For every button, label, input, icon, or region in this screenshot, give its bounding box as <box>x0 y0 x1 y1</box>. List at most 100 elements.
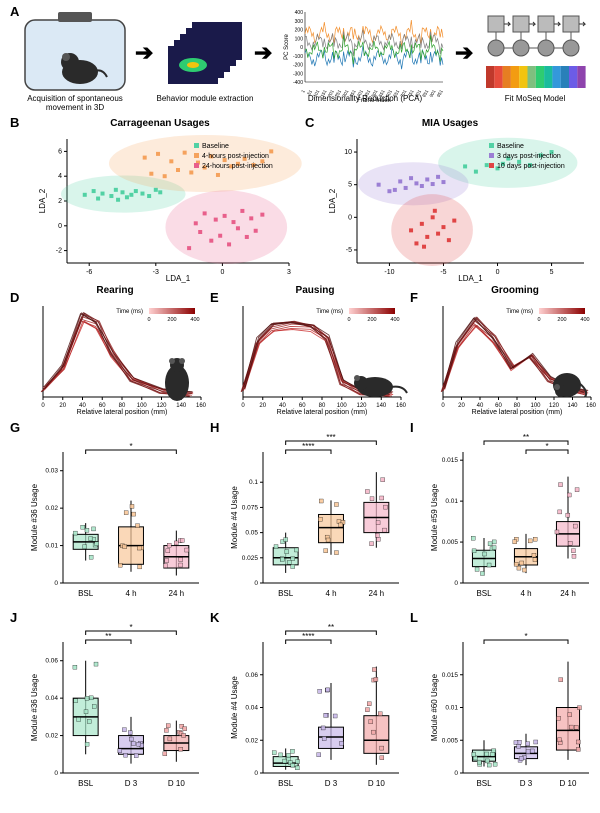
svg-text:20: 20 <box>59 403 66 409</box>
svg-text:-5: -5 <box>346 247 352 254</box>
svg-text:LDA_1: LDA_1 <box>166 274 191 283</box>
arrow-2: ➔ <box>254 40 272 66</box>
svg-text:0.04: 0.04 <box>245 705 258 712</box>
svg-text:0: 0 <box>454 580 458 587</box>
svg-text:0: 0 <box>441 403 445 409</box>
label-e: E <box>210 290 219 305</box>
svg-text:0.01: 0.01 <box>45 543 58 550</box>
panel-a-camera <box>20 12 130 94</box>
svg-text:0.06: 0.06 <box>245 672 258 679</box>
svg-text:LDA_1: LDA_1 <box>458 274 483 283</box>
svg-text:0.04: 0.04 <box>45 695 58 702</box>
svg-text:Baseline: Baseline <box>497 143 524 150</box>
svg-text:Baseline: Baseline <box>202 143 229 150</box>
svg-text:100: 100 <box>295 36 304 42</box>
title-f: Grooming <box>455 285 575 296</box>
svg-text:-3: -3 <box>153 269 159 276</box>
svg-text:Relative lateral position (mm): Relative lateral position (mm) <box>277 409 368 416</box>
svg-text:400: 400 <box>390 317 399 323</box>
svg-text:0.075: 0.075 <box>242 504 259 511</box>
svg-text:-200: -200 <box>293 63 303 69</box>
svg-text:D 3: D 3 <box>125 779 138 788</box>
svg-text:0.01: 0.01 <box>445 498 458 505</box>
svg-text:*: * <box>129 442 132 451</box>
svg-text:-6: -6 <box>86 269 92 276</box>
caption-pca: Dimensionality Reduction (PCA) <box>285 95 445 104</box>
svg-text:4-hours post-injection: 4-hours post-injection <box>202 153 269 160</box>
svg-text:PC Score: PC Score <box>284 34 290 60</box>
svg-text:4 h: 4 h <box>325 589 336 598</box>
svg-text:4: 4 <box>58 173 62 180</box>
svg-text:Module #36 Usage: Module #36 Usage <box>30 483 39 551</box>
svg-text:-2: -2 <box>56 248 62 255</box>
title-e: Pausing <box>255 285 375 296</box>
svg-text:****: **** <box>302 442 314 451</box>
svg-text:Module #4 Usage: Module #4 Usage <box>230 676 239 739</box>
arrow-1: ➔ <box>135 40 153 66</box>
panel-j: 00.020.040.06Module #36 UsageBSLD 3D 10*… <box>25 620 205 795</box>
svg-text:Relative lateral position (mm): Relative lateral position (mm) <box>77 409 168 416</box>
svg-text:0.1: 0.1 <box>249 479 258 486</box>
svg-text:6: 6 <box>58 148 62 155</box>
label-l: L <box>410 610 418 625</box>
svg-text:0: 0 <box>147 317 150 323</box>
svg-text:1: 1 <box>300 89 306 94</box>
label-c: C <box>305 115 314 130</box>
svg-text:D 10: D 10 <box>560 779 577 788</box>
panel-a-pca: -400-300-200-100010020030040015110115120… <box>280 8 450 96</box>
svg-text:20: 20 <box>259 403 266 409</box>
caption-acquisition: Acquisition of spontaneous movement in 3… <box>15 95 135 113</box>
svg-text:0.05: 0.05 <box>245 530 258 537</box>
svg-text:0: 0 <box>496 269 500 276</box>
svg-text:140: 140 <box>176 403 187 409</box>
svg-text:160: 160 <box>196 403 207 409</box>
label-d: D <box>10 290 19 305</box>
svg-text:3: 3 <box>287 269 291 276</box>
svg-text:3 days post-injection: 3 days post-injection <box>497 153 561 160</box>
svg-text:4 h: 4 h <box>520 589 531 598</box>
svg-text:**: ** <box>328 623 334 632</box>
panel-f: 020406080100120140160Relative lateral po… <box>425 300 595 415</box>
svg-text:D 10: D 10 <box>168 779 185 788</box>
panel-g: 00.010.020.03Module #36 UsageBSL4 h24 h* <box>25 430 205 605</box>
svg-text:24-hours post-injection: 24-hours post-injection <box>202 163 273 170</box>
svg-text:0: 0 <box>41 403 45 409</box>
svg-text:-300: -300 <box>293 71 303 77</box>
svg-text:400: 400 <box>580 317 589 323</box>
caption-moseq: Fit MoSeq Model <box>485 95 585 104</box>
svg-text:24 h: 24 h <box>560 589 576 598</box>
svg-text:**: ** <box>523 433 529 442</box>
svg-text:140: 140 <box>376 403 387 409</box>
svg-text:-100: -100 <box>293 54 303 60</box>
svg-text:Time (ms): Time (ms) <box>116 309 143 315</box>
svg-text:0: 0 <box>537 317 540 323</box>
svg-text:5: 5 <box>550 269 554 276</box>
svg-text:*: * <box>524 632 527 641</box>
title-c: MIA Usages <box>350 118 550 129</box>
svg-text:BSL: BSL <box>278 589 294 598</box>
svg-text:200: 200 <box>367 317 376 323</box>
svg-text:0: 0 <box>348 214 352 221</box>
svg-text:140: 140 <box>567 403 578 409</box>
svg-text:BSL: BSL <box>78 779 94 788</box>
panel-k: 00.020.040.06Module #4 UsageBSLD 3D 10**… <box>225 620 405 795</box>
title-d: Rearing <box>55 285 175 296</box>
svg-text:0: 0 <box>220 269 224 276</box>
label-k: K <box>210 610 219 625</box>
svg-text:0.005: 0.005 <box>442 539 459 546</box>
label-f: F <box>410 290 418 305</box>
svg-text:0: 0 <box>300 45 303 51</box>
svg-text:****: **** <box>302 632 314 641</box>
svg-text:LDA_2: LDA_2 <box>328 188 337 213</box>
caption-extraction: Behavior module extraction <box>155 95 255 104</box>
svg-text:0.02: 0.02 <box>45 505 58 512</box>
svg-text:BSL: BSL <box>78 589 94 598</box>
svg-text:24 h: 24 h <box>369 589 385 598</box>
label-j: J <box>10 610 17 625</box>
svg-text:0: 0 <box>454 770 458 777</box>
svg-text:0.005: 0.005 <box>442 737 459 744</box>
svg-text:*: * <box>129 623 132 632</box>
panel-l: 00.0050.010.015Module #60 UsageBSLD 3D 1… <box>425 620 595 795</box>
svg-text:10 days post-injection: 10 days post-injection <box>497 163 565 170</box>
svg-text:Time (ms): Time (ms) <box>316 309 343 315</box>
